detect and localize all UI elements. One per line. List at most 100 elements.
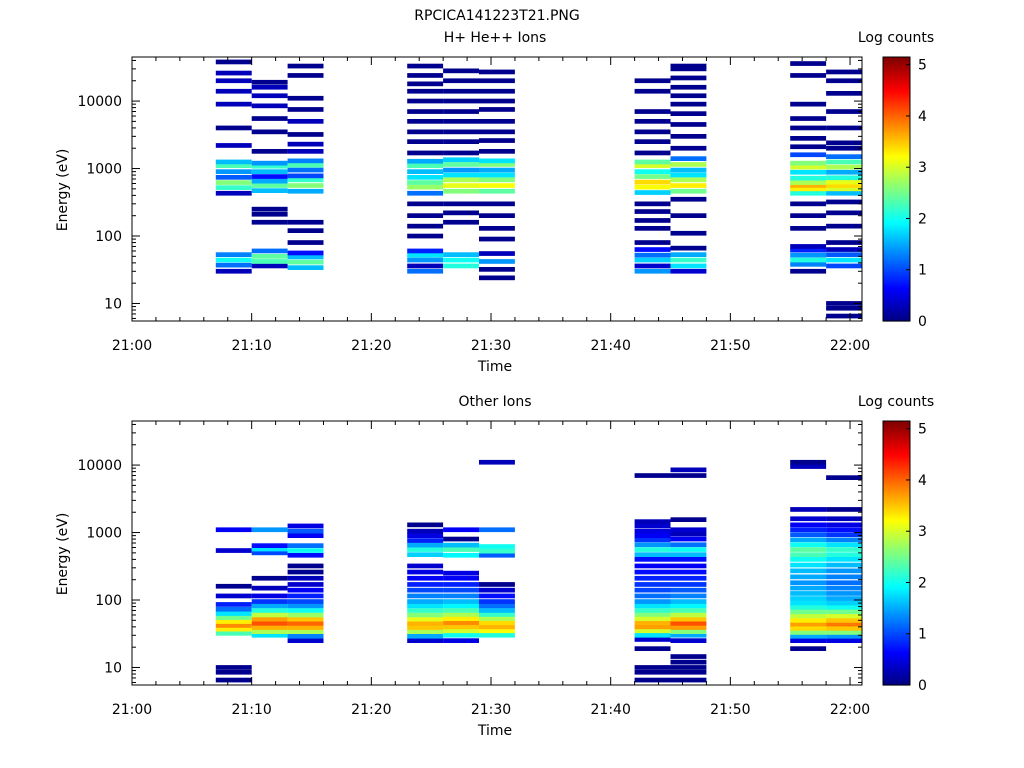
heatmap-cell: [790, 596, 827, 601]
heatmap-cell: [407, 98, 444, 104]
heatmap-cell: [790, 552, 827, 557]
heatmap-cell: [215, 175, 252, 180]
heatmap-cell: [826, 190, 862, 196]
heatmap-cell: [287, 183, 324, 188]
heatmap-cell: [407, 538, 444, 543]
colorbar-band: [883, 660, 910, 663]
heatmap-cell: [670, 603, 707, 609]
heatmap-cell: [407, 582, 444, 587]
colorbar-band: [883, 73, 910, 77]
time-column: [790, 61, 827, 274]
colorbar-band: [883, 462, 910, 465]
heatmap-cells: [215, 459, 862, 683]
heatmap-cell: [479, 552, 515, 558]
heatmap-cell: [287, 254, 324, 260]
heatmap-cell: [215, 169, 252, 174]
panel-title: H+ He++ Ions: [444, 30, 547, 46]
colorbar-band: [883, 304, 910, 308]
colorbar-tick-label: 2: [918, 575, 927, 591]
heatmap-cell: [251, 206, 288, 212]
colorbar-band: [883, 57, 910, 60]
heatmap-cell: [287, 548, 324, 553]
heatmap-cell: [251, 612, 288, 618]
heatmap-cell: [670, 196, 707, 202]
heatmap-cell: [479, 527, 515, 533]
colorbar-band: [883, 546, 910, 550]
heatmap-cell: [287, 167, 324, 173]
heatmap-cell: [407, 625, 444, 630]
heatmap-cell: [634, 190, 671, 195]
colorbar-band: [883, 312, 910, 316]
heatmap-cell: [215, 623, 252, 628]
colorbar-band: [883, 273, 910, 277]
heatmap-cell: [443, 638, 479, 643]
heatmap-cell: [634, 159, 671, 165]
heatmap-cell: [407, 608, 444, 613]
colorbar-band: [883, 441, 910, 445]
colorbar-band: [883, 579, 910, 583]
heatmap-cell: [287, 563, 324, 569]
heatmap-cell: [826, 140, 862, 146]
colorbar-band: [883, 174, 910, 178]
heatmap-cell: [215, 159, 252, 165]
heatmap-cell: [826, 562, 862, 568]
y-tick-label: 100: [95, 229, 122, 245]
heatmap-cell: [670, 547, 707, 552]
colorbar-band: [883, 590, 910, 593]
heatmap-cell: [826, 183, 862, 188]
colorbar-band: [883, 288, 910, 291]
heatmap-cell: [443, 68, 479, 74]
heatmap-cell: [826, 591, 862, 596]
heatmap-cell: [790, 609, 827, 615]
heatmap-cell: [479, 167, 515, 173]
heatmap-cell: [215, 185, 252, 190]
heatmap-cell: [251, 259, 288, 264]
heatmap-cell: [826, 609, 862, 615]
heatmap-cell: [251, 632, 288, 638]
heatmap-cell: [826, 613, 862, 619]
heatmap-cell: [634, 603, 671, 609]
heatmap-cell: [634, 537, 671, 543]
heatmap-cell: [479, 172, 515, 178]
colorbar-band: [883, 567, 910, 571]
colorbar-band: [883, 474, 910, 478]
heatmap-cell: [287, 569, 324, 575]
heatmap-cell: [670, 608, 707, 613]
heatmap-cell: [407, 542, 444, 548]
heatmap-cell: [479, 599, 515, 604]
heatmap-cell: [826, 532, 862, 537]
heatmap-cell: [287, 63, 324, 69]
colorbar-band: [883, 209, 910, 213]
heatmap-cell: [479, 628, 515, 634]
heatmap-cell: [790, 604, 827, 610]
heatmap-cell: [479, 593, 515, 599]
heatmap-cell: [443, 527, 479, 533]
colorbar-band: [883, 87, 910, 91]
heatmap-cell: [790, 532, 827, 537]
colorbar-band: [883, 662, 910, 665]
colorbar-band: [883, 112, 910, 116]
y-tick-label: 10: [104, 296, 122, 312]
colorbar-band: [883, 318, 910, 322]
heatmap-cell: [634, 184, 671, 190]
colorbar-band: [883, 480, 910, 484]
heatmap-cell: [287, 603, 324, 609]
heatmap-cell: [790, 522, 827, 528]
heatmap-cell: [670, 638, 707, 643]
colorbar-band: [883, 135, 910, 139]
colorbar-band: [883, 77, 910, 81]
panel-h-he-ions: H+ He++ Ions Log counts Time Energy (eV)…: [55, 30, 934, 375]
colorbar-band: [883, 423, 910, 426]
colorbar-band: [883, 211, 910, 215]
heatmap-cell: [790, 136, 827, 141]
y-tick-label: 1000: [86, 526, 122, 542]
heatmap-cell: [287, 552, 324, 558]
heatmap-cell: [826, 552, 862, 557]
heatmap-cell: [407, 533, 444, 538]
heatmap-cell: [443, 620, 479, 626]
colorbar-tick-label: 1: [918, 263, 927, 279]
heatmap-cell: [790, 73, 827, 78]
heatmap-cell: [826, 154, 862, 159]
heatmap-cell: [407, 119, 444, 124]
